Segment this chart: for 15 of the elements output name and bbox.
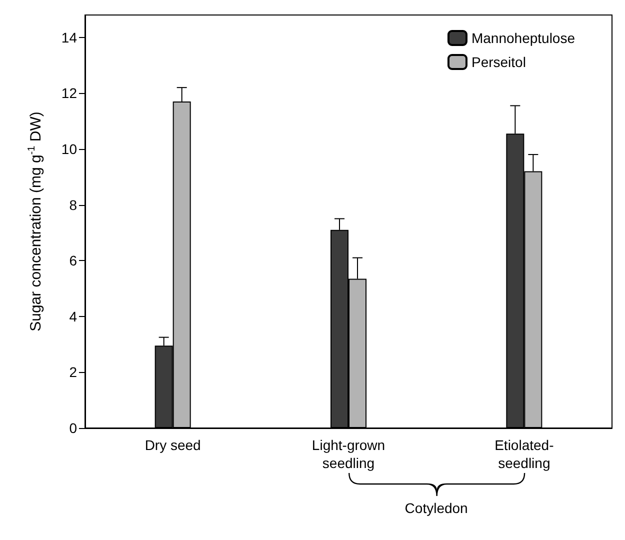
x-tick-label: Dry seed xyxy=(144,437,201,453)
y-tick-label: 2 xyxy=(69,364,78,380)
y-tick-label: 6 xyxy=(69,252,78,269)
y-tick-label: 14 xyxy=(61,29,78,46)
y-tick-label: 4 xyxy=(69,308,78,324)
text: Cotyledon xyxy=(404,500,468,516)
x-tick-label: Etiolated- seedling xyxy=(494,437,554,471)
y-tick-label: 8 xyxy=(69,196,78,213)
legend-label: Perseitol xyxy=(471,54,526,70)
x-tick-label: Light-grown seedling xyxy=(312,437,386,471)
legend-label: Mannoheptulose xyxy=(471,30,576,46)
y-tick-label: 0 xyxy=(69,420,78,436)
y-tick-label: 12 xyxy=(61,85,78,102)
y-axis-title: Sugar concentration (mg g-1 DW) xyxy=(26,112,44,332)
y-tick-label: 10 xyxy=(61,140,78,157)
